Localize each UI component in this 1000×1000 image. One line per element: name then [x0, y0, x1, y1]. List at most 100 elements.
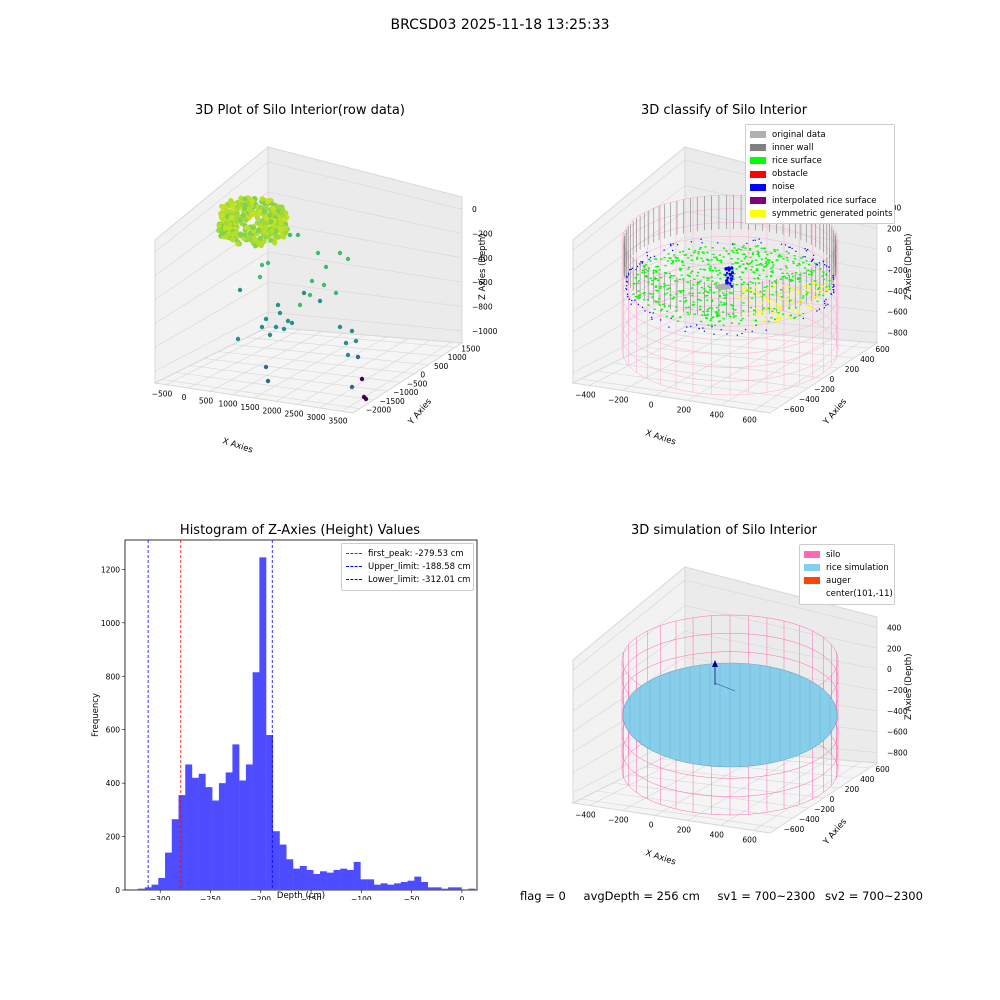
simulation-z-tick: 400 — [887, 623, 902, 632]
noise-point — [729, 277, 732, 280]
rice-surface-point — [637, 297, 640, 299]
rice-surface-point — [744, 290, 747, 292]
rice-surface-point — [722, 256, 725, 258]
raw-y-tick: 1000 — [448, 353, 467, 362]
rice-surface-point — [691, 295, 694, 297]
noise-point — [695, 324, 698, 326]
raw-z-tick: −1000 — [472, 327, 498, 336]
rice-surface-point — [775, 303, 778, 305]
rice-surface-point — [759, 309, 762, 311]
rice-surface-point — [814, 264, 817, 266]
rice-surface-point — [693, 313, 696, 315]
raw-point — [315, 250, 321, 256]
rice-surface-point — [773, 250, 776, 252]
raw-y-tick: 500 — [434, 362, 449, 371]
noise-point — [823, 307, 826, 309]
noise-point — [634, 299, 636, 301]
rice-surface-point — [655, 289, 658, 292]
rice-surface-point — [644, 268, 647, 271]
rice-surface-point — [730, 258, 733, 260]
noise-point — [720, 329, 722, 331]
rice-surface-point — [658, 304, 661, 306]
legend-swatch — [346, 553, 362, 555]
rice-surface-point — [637, 290, 640, 292]
rice-surface-point — [678, 290, 681, 292]
rice-surface-point — [812, 270, 815, 272]
noise-point — [784, 244, 787, 246]
rice-surface-point — [686, 311, 689, 314]
rice-surface-point — [653, 278, 657, 280]
noise-point — [805, 250, 808, 252]
raw-x-tick: 2500 — [284, 410, 303, 419]
histogram-bar — [191, 777, 199, 890]
rice-surface-point — [723, 294, 726, 296]
rice-surface-point — [687, 275, 690, 277]
rice-surface-point — [717, 320, 720, 323]
noise-point — [686, 326, 688, 328]
simulation-x-tick: −400 — [575, 811, 596, 820]
rice-surface-point — [672, 275, 676, 277]
noise-point — [832, 278, 835, 280]
raw-plot-title: 3D Plot of Silo Interior(row data) — [195, 103, 405, 118]
rice-surface-point — [760, 258, 763, 260]
rice-surface-point — [684, 301, 687, 303]
noise-point — [684, 330, 686, 332]
rice-surface-point — [693, 278, 696, 280]
rice-surface-point — [669, 294, 672, 296]
histogram-bar — [144, 887, 152, 890]
rice-surface-point — [722, 317, 725, 320]
noise-point — [702, 327, 704, 329]
noise-point — [824, 264, 826, 266]
histogram-bar — [346, 869, 354, 890]
rice-surface-point — [742, 310, 745, 312]
rice-surface-point — [757, 324, 760, 327]
noise-point — [670, 317, 672, 319]
raw-z-tick: 0 — [472, 205, 477, 214]
rice-surface-point — [679, 300, 682, 302]
rice-surface-point — [676, 280, 679, 282]
rice-surface-point — [772, 264, 775, 266]
rice-surface-point — [778, 254, 781, 256]
rice-surface-point — [811, 297, 814, 299]
rice-surface-point — [751, 266, 754, 268]
histogram-x-tick: −300 — [150, 895, 171, 900]
rice-surface-point — [665, 272, 668, 274]
rice-surface-point — [647, 304, 650, 306]
rice-surface-point — [703, 314, 706, 316]
rice-surface-point — [734, 261, 738, 264]
rice-surface-point — [818, 294, 821, 296]
rice-surface-point — [680, 268, 683, 270]
raw-point — [262, 229, 268, 235]
legend-label: rice simulation — [826, 562, 889, 573]
histogram-bar — [185, 764, 193, 890]
histogram-bar — [333, 869, 341, 890]
rice-surface-point — [734, 309, 737, 311]
noise-point — [653, 255, 656, 257]
rice-surface-point — [676, 257, 679, 259]
rice-surface-point — [693, 251, 696, 254]
rice-surface-point — [796, 264, 799, 267]
rice-surface-point — [674, 260, 678, 262]
rice-surface-point — [655, 278, 658, 280]
noise-point — [827, 303, 829, 305]
rice-surface-point — [764, 265, 767, 268]
rice-surface-point — [700, 320, 703, 323]
rice-surface-point — [657, 279, 660, 282]
noise-point — [731, 270, 734, 274]
rice-surface-point — [766, 253, 769, 256]
rice-surface-point — [787, 274, 790, 277]
rice-surface-point — [660, 276, 663, 279]
rice-surface-point — [719, 278, 722, 280]
rice-surface-point — [690, 259, 693, 261]
noise-point — [807, 248, 809, 251]
raw-point — [258, 204, 264, 210]
rice-surface-point — [764, 262, 767, 264]
rice-surface-point — [749, 291, 752, 293]
rice-surface-point — [760, 290, 763, 292]
raw-y-tick: −1500 — [379, 397, 405, 406]
rice-surface-point — [709, 289, 712, 291]
rice-surface-point — [700, 286, 704, 289]
rice-surface-point — [706, 258, 709, 260]
rice-surface-point — [653, 258, 657, 260]
